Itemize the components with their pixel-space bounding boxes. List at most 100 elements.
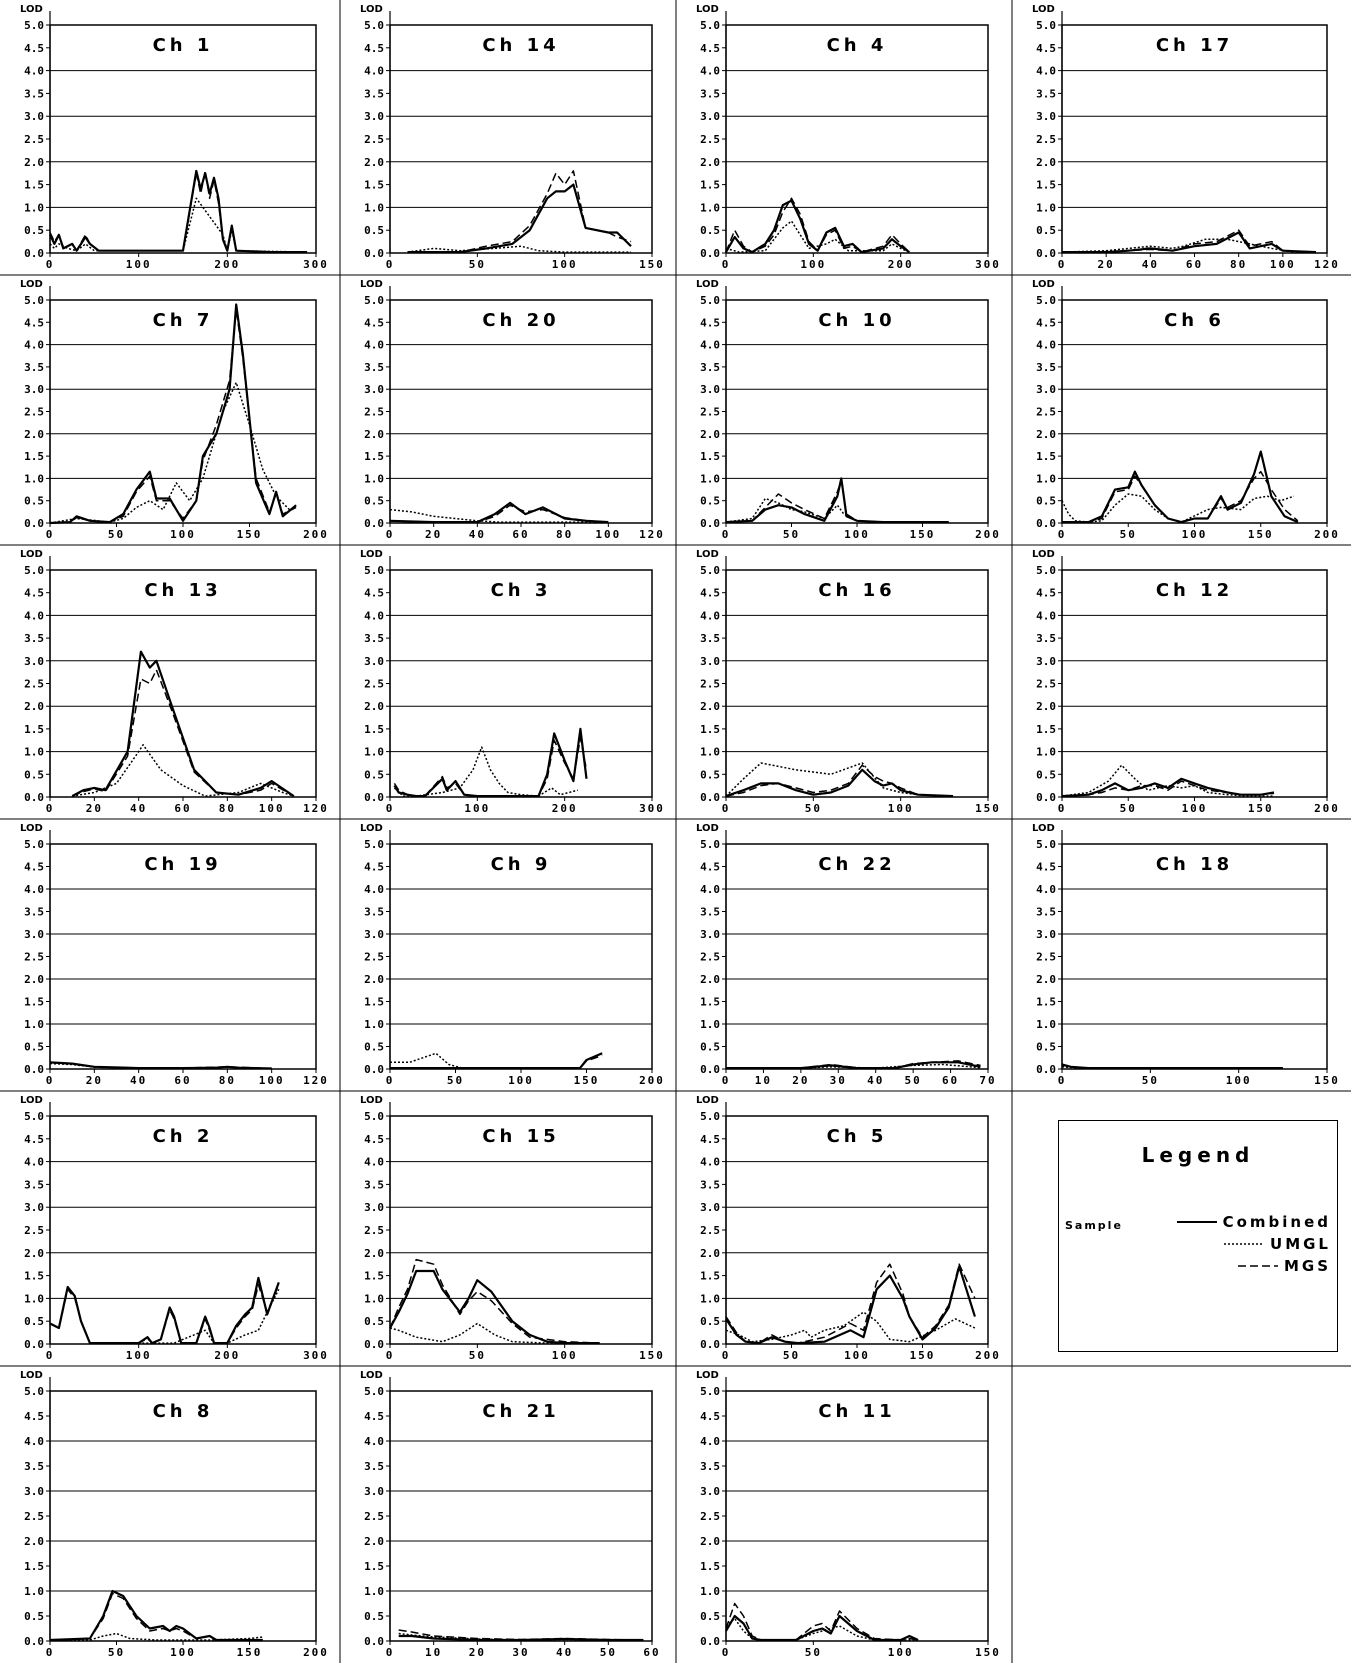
x-tick-label: 300 (639, 802, 665, 815)
y-axis-label: LOD (1032, 823, 1055, 834)
x-tick-label: 60 (174, 802, 191, 815)
series-line-combined (389, 1269, 600, 1345)
y-tick-label: 4.0 (364, 1156, 384, 1169)
series-line-mgs (393, 737, 588, 797)
plot-frame (49, 569, 317, 798)
chart-title: Ch 7 (153, 310, 214, 331)
y-tick-label: 2.5 (700, 133, 720, 146)
y-axis-label: LOD (20, 549, 43, 560)
y-tick-label: 1.5 (700, 179, 720, 192)
y-tick-label: 1.0 (1036, 472, 1056, 485)
x-tick-label: 200 (214, 1349, 240, 1362)
y-tick-label: 5.0 (24, 838, 44, 851)
y-axis-label: LOD (696, 279, 719, 290)
y-tick-label: 4.0 (1036, 883, 1056, 896)
x-tick-label: 0 (386, 528, 395, 541)
y-tick-label: 3.0 (364, 1485, 384, 1498)
plot-frame (49, 843, 317, 1070)
y-tick-label: 4.0 (1036, 609, 1056, 622)
y-tick-label: 2.0 (364, 700, 384, 713)
y-tick-label: 0.0 (1036, 517, 1056, 530)
y-tick-label: 5.0 (1036, 19, 1056, 32)
y-tick-label: 4.0 (1036, 339, 1056, 352)
series-line-umgl (389, 1322, 600, 1344)
series-line-umgl (72, 744, 295, 797)
y-tick-label: 5.0 (24, 1110, 44, 1123)
y-tick-label: 1.0 (24, 201, 44, 214)
plot-frame (49, 1115, 317, 1345)
y-tick-label: 2.0 (364, 1247, 384, 1260)
chart-ch-9: 0.0 0.5 1.0 1.5 2.0 2.5 3.0 3.5 4.0 4.5 5.0 LOD 0 50 1… (360, 823, 663, 1087)
plot-frame (725, 299, 989, 524)
y-tick-label: 1.0 (364, 1018, 384, 1031)
y-tick-label: 0.0 (364, 1338, 384, 1351)
x-tick-label: 0 (386, 1646, 395, 1659)
y-tick-label: 1.5 (1036, 179, 1056, 192)
y-axis-label: LOD (696, 1370, 719, 1381)
series-line-mgs (389, 504, 609, 523)
x-tick-label: 100 (844, 1349, 870, 1362)
y-tick-label: 4.5 (24, 1410, 44, 1423)
chart-title: Ch 15 (482, 1126, 559, 1147)
series-line-umgl (725, 220, 910, 253)
y-tick-label: 2.0 (1036, 156, 1056, 169)
y-tick-label: 5.0 (700, 294, 720, 307)
y-tick-label: 5.0 (24, 564, 44, 577)
chart-title: Ch 20 (482, 310, 559, 331)
y-tick-label: 0.0 (700, 791, 720, 804)
y-tick-label: 3.5 (24, 1460, 44, 1473)
y-tick-label: 0.0 (364, 517, 384, 530)
y-tick-label: 3.0 (1036, 928, 1056, 941)
plot-frame (1061, 299, 1328, 524)
chart-title: Ch 11 (818, 1401, 895, 1422)
y-axis-label: LOD (20, 1095, 43, 1106)
plot-frame (725, 843, 989, 1070)
x-tick-label: 0 (722, 258, 731, 271)
x-tick-label: 20 (425, 528, 442, 541)
plot-frame (49, 299, 317, 524)
y-tick-label: 5.0 (24, 1385, 44, 1398)
series-line-umgl (49, 381, 290, 524)
x-tick-label: 150 (910, 528, 936, 541)
y-tick-label: 0.0 (1036, 1063, 1056, 1076)
x-tick-label: 20 (86, 802, 103, 815)
y-tick-label: 2.0 (364, 428, 384, 441)
series-line-mgs (1062, 470, 1299, 523)
y-tick-label: 1.0 (24, 472, 44, 485)
y-tick-label: 2.0 (1036, 700, 1056, 713)
y-tick-label: 1.0 (1036, 201, 1056, 214)
series-line-combined (1062, 231, 1317, 254)
y-tick-label: 2.5 (364, 406, 384, 419)
series-line-mgs (398, 1629, 644, 1641)
y-tick-label: 4.0 (700, 65, 720, 78)
x-tick-label: 50 (805, 802, 822, 815)
x-tick-label: 100 (170, 1646, 196, 1659)
y-tick-label: 4.0 (1036, 65, 1056, 78)
x-tick-label: 0 (1058, 1074, 1067, 1087)
x-tick-label: 60 (643, 1646, 660, 1659)
y-tick-label: 0.5 (700, 224, 720, 237)
series-line-mgs (1061, 1064, 1283, 1069)
y-tick-label: 5.0 (700, 564, 720, 577)
y-tick-label: 3.5 (364, 87, 384, 100)
y-axis-label: LOD (696, 4, 719, 15)
x-tick-label: 150 (574, 1074, 600, 1087)
y-tick-label: 4.5 (24, 1133, 44, 1146)
y-axis-label: LOD (1032, 279, 1055, 290)
chart-title: Ch 10 (818, 310, 895, 331)
legend-label-combined: Combined (1222, 1213, 1331, 1231)
y-tick-label: 2.5 (1036, 133, 1056, 146)
x-tick-label: 30 (512, 1646, 529, 1659)
y-tick-label: 5.0 (1036, 838, 1056, 851)
legend-entry-mgs: MGS (1237, 1257, 1331, 1275)
legend-line-mgs (1237, 1265, 1278, 1267)
y-tick-label: 1.0 (24, 1292, 44, 1305)
y-tick-label: 0.0 (364, 247, 384, 260)
y-tick-label: 4.5 (1036, 587, 1056, 600)
y-tick-label: 4.5 (364, 316, 384, 329)
y-tick-label: 0.5 (24, 1610, 44, 1623)
y-tick-label: 4.5 (24, 316, 44, 329)
series-line-combined (407, 183, 632, 254)
series-line-umgl (725, 1617, 919, 1641)
y-tick-label: 0.5 (364, 1041, 384, 1054)
